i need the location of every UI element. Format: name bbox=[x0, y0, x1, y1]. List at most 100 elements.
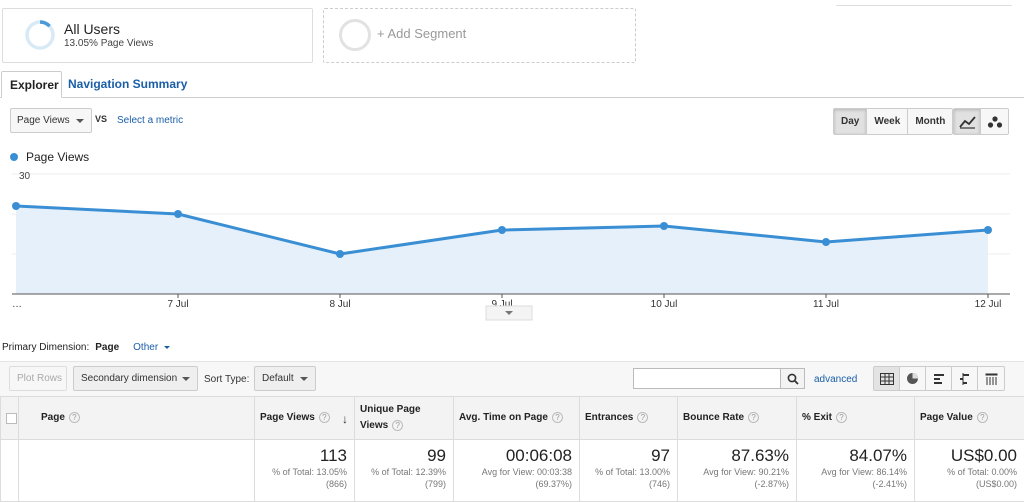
period-week-button[interactable]: Week bbox=[867, 109, 909, 134]
help-icon[interactable]: ? bbox=[318, 412, 330, 424]
x-tick-label: 10 Jul bbox=[651, 299, 678, 310]
search-button[interactable] bbox=[780, 368, 805, 389]
metric-dropdown[interactable]: Page Views bbox=[10, 108, 92, 133]
plot-rows-button[interactable]: Plot Rows bbox=[9, 366, 67, 391]
add-segment-button[interactable]: + Add Segment bbox=[323, 8, 636, 63]
column-header-avg-time-on-page[interactable]: Avg. Time on Page? bbox=[453, 396, 580, 440]
total-page-value: US$0.00% of Total: 0.00% (US$0.00) bbox=[914, 439, 1024, 502]
dimension-page[interactable]: Page bbox=[95, 342, 120, 353]
total-unique-page-views: 99% of Total: 12.39% (799) bbox=[354, 439, 454, 502]
legend-dot-icon bbox=[10, 153, 18, 161]
tab-navigation-summary[interactable]: Navigation Summary bbox=[68, 77, 188, 91]
sort-type-value: Default bbox=[262, 373, 294, 384]
search-icon bbox=[787, 373, 799, 385]
comparison-icon bbox=[959, 372, 969, 385]
total-exit: 84.07% Avg for View: 86.14% (-2.41%) bbox=[796, 439, 915, 502]
secondary-dimension-dropdown[interactable]: Secondary dimension bbox=[73, 366, 198, 391]
chart-view-toggle bbox=[953, 108, 1009, 135]
data-point bbox=[498, 226, 506, 234]
pie-view-button[interactable] bbox=[900, 367, 926, 390]
y-tick-label: 30 bbox=[19, 171, 31, 182]
total-bounce-rate: 87.63% Avg for View: 90.21% (-2.87%) bbox=[677, 439, 797, 502]
add-segment-label: + Add Segment bbox=[377, 26, 467, 41]
motion-chart-view-button[interactable] bbox=[981, 109, 1008, 134]
help-icon[interactable]: ? bbox=[637, 412, 649, 424]
select-metric-link[interactable]: Select a metric bbox=[117, 115, 184, 126]
data-point bbox=[12, 202, 20, 210]
period-toggle: Day Week Month bbox=[833, 108, 954, 135]
column-header-page[interactable]: Page? bbox=[18, 396, 255, 440]
x-tick-label: … bbox=[12, 299, 22, 310]
primary-dimension-label: Primary Dimension: bbox=[2, 342, 90, 353]
divider bbox=[836, 5, 1012, 6]
series-area bbox=[16, 206, 988, 294]
chart-legend: Page Views bbox=[10, 150, 89, 164]
x-tick-label: 12 Jul bbox=[975, 299, 1002, 310]
sort-type-dropdown[interactable]: Default bbox=[254, 366, 316, 391]
performance-view-button[interactable] bbox=[926, 367, 952, 390]
select-all-checkbox[interactable] bbox=[6, 412, 17, 424]
report-tabs: Explorer Navigation Summary bbox=[0, 71, 1024, 98]
sort-type-label: Sort Type: bbox=[204, 374, 250, 385]
advanced-filter-link[interactable]: advanced bbox=[814, 374, 858, 385]
data-point bbox=[336, 250, 344, 258]
data-point bbox=[984, 226, 992, 234]
chevron-down-icon bbox=[182, 377, 190, 381]
performance-icon bbox=[933, 373, 944, 384]
data-table: Page? Page Views? ↓ Unique Page Views? Av… bbox=[0, 396, 1024, 502]
total-page-views: 113% of Total: 13.05% (866) bbox=[254, 439, 355, 502]
data-table-view-button[interactable] bbox=[874, 367, 900, 390]
pie-chart-icon bbox=[907, 373, 918, 384]
metric-dropdown-value: Page Views bbox=[17, 115, 70, 126]
help-icon[interactable]: ? bbox=[748, 412, 760, 424]
x-tick-label: 7 Jul bbox=[167, 299, 188, 310]
segment-title: All Users bbox=[64, 21, 121, 37]
table-search-input[interactable] bbox=[633, 368, 781, 389]
vs-label: VS bbox=[95, 114, 108, 124]
primary-dimension-row: Primary Dimension: Page Other bbox=[2, 342, 170, 353]
help-icon[interactable]: ? bbox=[836, 412, 848, 424]
segment-subtitle: 13.05% Page Views bbox=[64, 38, 154, 49]
totals-label-cell bbox=[18, 439, 255, 502]
data-point bbox=[660, 222, 668, 230]
data-point bbox=[822, 238, 830, 246]
tab-explorer[interactable]: Explorer bbox=[1, 71, 62, 98]
table-toolbar: Plot Rows Secondary dimension Sort Type:… bbox=[0, 361, 1024, 396]
add-segment-ring-icon bbox=[339, 19, 371, 51]
dimension-other-label: Other bbox=[133, 342, 159, 353]
chevron-down-icon bbox=[300, 377, 308, 381]
column-header-bounce-rate[interactable]: Bounce Rate? bbox=[677, 396, 797, 440]
select-all-cell[interactable] bbox=[0, 396, 19, 440]
x-tick-label: 8 Jul bbox=[329, 299, 350, 310]
column-header-unique-page-views[interactable]: Unique Page Views? bbox=[354, 396, 454, 440]
resize-handle-icon bbox=[505, 311, 513, 315]
chevron-down-icon bbox=[163, 345, 170, 349]
column-header-exit[interactable]: % Exit? bbox=[796, 396, 915, 440]
motion-chart-icon bbox=[987, 115, 1002, 128]
comparison-view-button[interactable] bbox=[952, 367, 978, 390]
x-tick-label: 11 Jul bbox=[813, 299, 839, 310]
line-chart-view-button[interactable] bbox=[954, 109, 981, 134]
pivot-icon bbox=[985, 373, 997, 385]
segment-ring-icon bbox=[25, 20, 55, 50]
column-header-page-value[interactable]: Page Value? bbox=[914, 396, 1024, 440]
dimension-other-link[interactable]: Other bbox=[133, 342, 170, 353]
pivot-view-button[interactable] bbox=[978, 367, 1004, 390]
total-entrances: 97% of Total: 13.00% (746) bbox=[579, 439, 678, 502]
sort-descending-icon: ↓ bbox=[342, 412, 348, 426]
secondary-dimension-label: Secondary dimension bbox=[81, 373, 178, 384]
period-month-button[interactable]: Month bbox=[915, 116, 946, 127]
column-header-entrances[interactable]: Entrances? bbox=[579, 396, 678, 440]
help-icon[interactable]: ? bbox=[551, 412, 563, 424]
help-icon[interactable]: ? bbox=[976, 412, 988, 424]
data-point bbox=[174, 210, 182, 218]
totals-row: 113% of Total: 13.05% (866) 99% of Total:… bbox=[0, 439, 1024, 502]
help-icon[interactable]: ? bbox=[68, 412, 80, 424]
help-icon[interactable]: ? bbox=[392, 419, 404, 431]
total-avg-time-on-page: 00:06:08 Avg for View: 00:03:38 (69.37%) bbox=[453, 439, 580, 502]
segment-all-users[interactable]: All Users 13.05% Page Views bbox=[2, 8, 313, 63]
period-day-button[interactable]: Day bbox=[834, 109, 868, 134]
totals-check-cell bbox=[0, 439, 19, 502]
column-header-page-views[interactable]: Page Views? ↓ bbox=[254, 396, 355, 440]
